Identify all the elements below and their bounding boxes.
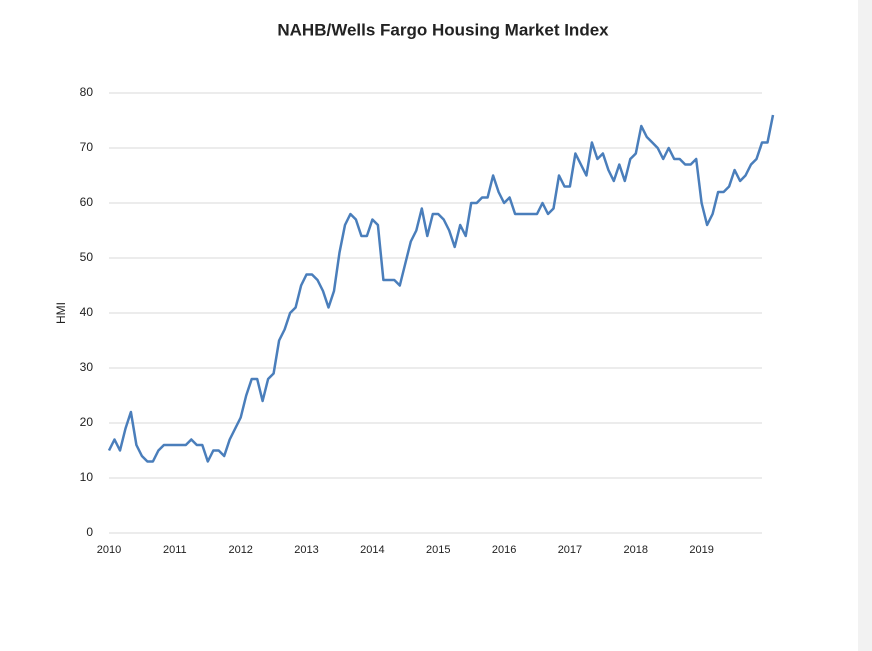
y-tick-label: 80 bbox=[80, 85, 94, 99]
y-tick-label: 0 bbox=[86, 525, 93, 539]
y-tick-label: 30 bbox=[80, 360, 94, 374]
x-tick-label: 2010 bbox=[97, 544, 121, 556]
x-tick-label: 2016 bbox=[492, 544, 516, 556]
data-line bbox=[107, 114, 775, 463]
y-tick-label: 50 bbox=[80, 250, 94, 264]
y-axis-label: HMI bbox=[54, 302, 68, 324]
x-tick-label: 2014 bbox=[360, 544, 384, 556]
y-tick-label: 20 bbox=[80, 415, 94, 429]
x-tick-label: 2019 bbox=[689, 544, 713, 556]
chart-title: NAHB/Wells Fargo Housing Market Index bbox=[277, 20, 609, 39]
y-tick-label: 10 bbox=[80, 470, 94, 484]
x-tick-label: 2013 bbox=[294, 544, 318, 556]
x-tick-label: 2015 bbox=[426, 544, 450, 556]
x-tick-label: 2011 bbox=[163, 544, 187, 556]
y-tick-label: 70 bbox=[80, 140, 94, 154]
x-tick-label: 2017 bbox=[558, 544, 582, 556]
y-tick-label: 40 bbox=[80, 305, 94, 319]
x-tick-label: 2018 bbox=[624, 544, 648, 556]
x-tick-label: 2012 bbox=[228, 544, 252, 556]
y-tick-label: 60 bbox=[80, 195, 94, 209]
